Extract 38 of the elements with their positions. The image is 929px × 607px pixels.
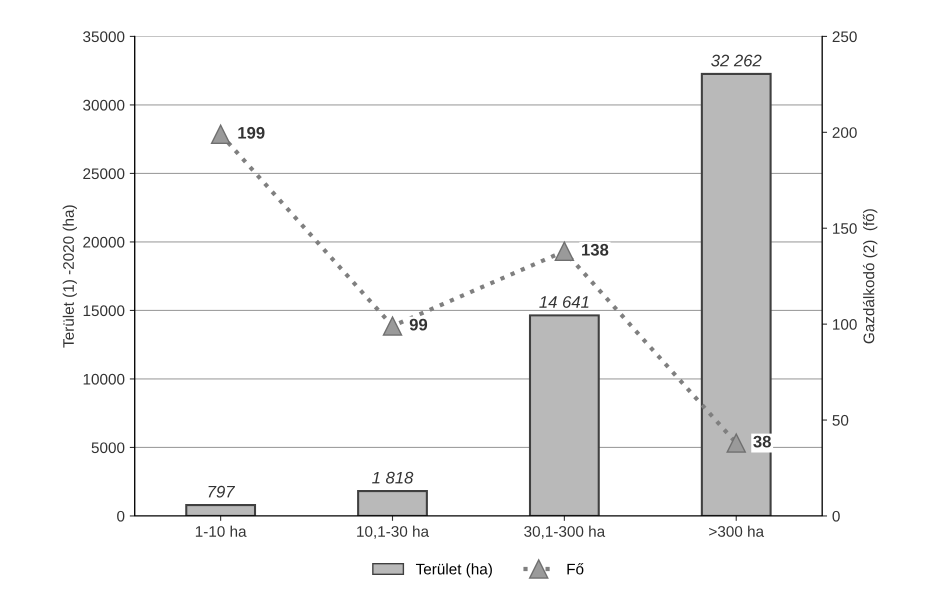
y-tick-label: 35000 (83, 31, 124, 42)
y-axis-title: Terület (1) -2020 (ha) (62, 205, 77, 348)
legend-label: Terület (ha) (416, 563, 492, 578)
data-label: 199 (238, 126, 264, 139)
data-label: 32 262 (711, 54, 762, 66)
data-label: 1 818 (372, 472, 414, 484)
y2-tick-label: 50 (832, 414, 848, 426)
y2-tick-label: 100 (833, 319, 857, 330)
x-tick-label: 1-10 ha (196, 526, 247, 537)
legend-label: Fő (567, 563, 584, 574)
point (726, 433, 746, 453)
bar (185, 504, 256, 516)
point (554, 242, 574, 261)
data-label: 99 (410, 318, 428, 331)
data-label: 38 (753, 436, 771, 448)
y-tick-label: 30000 (83, 100, 124, 111)
x-tick-label: >300 ha (709, 526, 764, 537)
x-tick-label: 30,1-300 ha (524, 526, 606, 539)
y-tick-label: 0 (117, 510, 124, 522)
y2-axis-title: Gazdálkodó (2) (fő) (862, 209, 878, 344)
y2-tick-label: 0 (832, 510, 840, 522)
bar (700, 72, 772, 516)
y2-tick-label: 150 (833, 223, 857, 234)
y-tick-label: 10000 (84, 374, 124, 385)
y-tick-label: 25000 (83, 168, 124, 180)
y2-tick-label: 250 (832, 31, 857, 42)
point (382, 316, 402, 336)
y2-tick-label: 200 (832, 127, 857, 138)
y-tick-label: 5000 (92, 442, 124, 454)
y-tick-label: 20000 (83, 236, 124, 248)
bar (357, 490, 428, 516)
data-label: 14 641 (539, 296, 588, 308)
data-label: 138 (582, 244, 608, 256)
data-label: 797 (208, 486, 236, 498)
y-tick-label: 15000 (84, 305, 124, 316)
x-tick-label: 10,1-30 ha (357, 526, 430, 539)
bar (528, 314, 600, 516)
point (210, 124, 230, 144)
